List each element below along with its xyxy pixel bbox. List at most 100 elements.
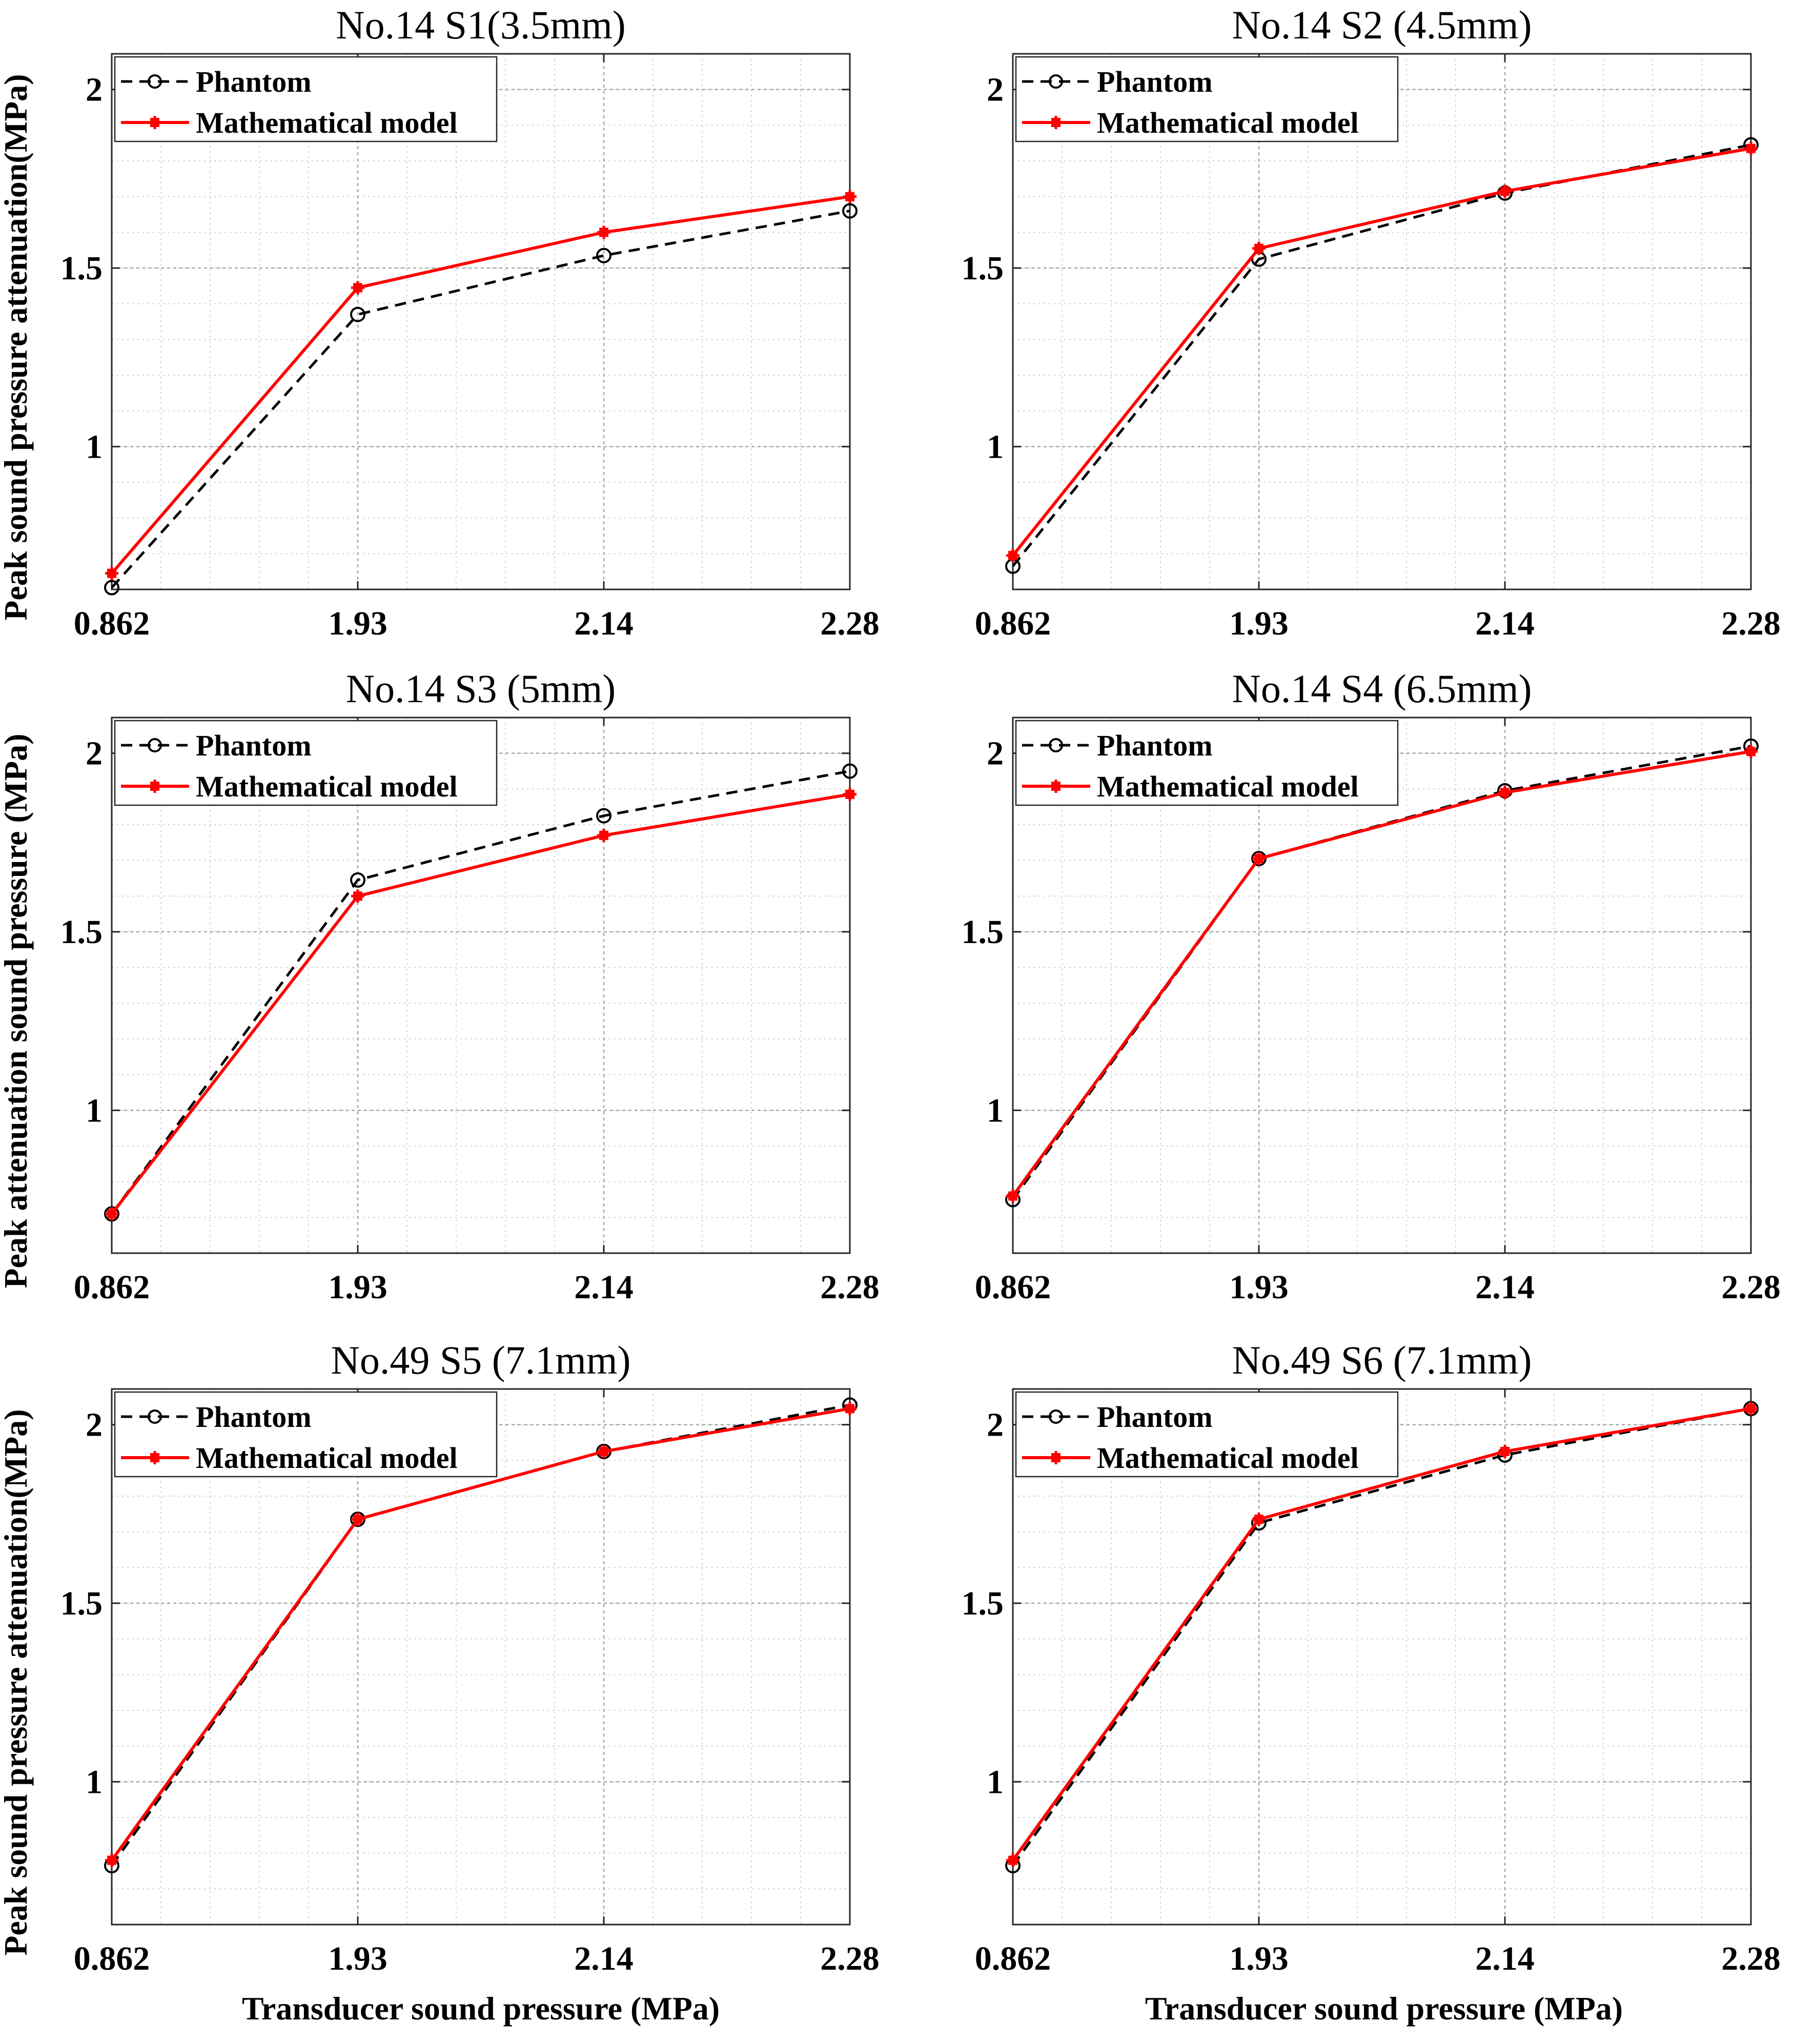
chart-panel-5: 0.862 1.93 2.14 2.28 1 1.5 2 No.49 S5 (7.1mm) Pe… — [0, 1338, 880, 1977]
legend-marker-circle — [148, 738, 162, 752]
series-phantom — [104, 203, 858, 596]
y-tick-label: 1.5 — [962, 1585, 1004, 1622]
x-tick-label: 2.28 — [1721, 605, 1781, 642]
legend-label: Mathematical model — [196, 770, 458, 803]
y-tick-label: 2 — [987, 735, 1004, 772]
x-tick-label: 1.93 — [328, 605, 388, 642]
x-tick-label: 2.28 — [820, 1940, 880, 1977]
data-point-star — [1744, 141, 1758, 155]
legend-label: Mathematical model — [196, 106, 458, 139]
data-point-circle — [104, 580, 119, 596]
legend-marker-star — [148, 780, 161, 793]
grid — [111, 717, 851, 1254]
legend-marker-circle — [1049, 738, 1063, 752]
y-tick-label: 1 — [86, 1092, 103, 1129]
series-model — [105, 787, 857, 1221]
series-line — [110, 792, 850, 1215]
plot-area — [112, 54, 850, 589]
y-tick-label: 2 — [86, 1406, 103, 1444]
legend-label: Mathematical model — [196, 1441, 458, 1475]
plot-area — [1013, 718, 1751, 1253]
data-point-circle — [842, 203, 858, 219]
y-tick-label: 1 — [987, 428, 1004, 465]
series-line — [110, 1407, 850, 1862]
data-point-star — [597, 226, 610, 239]
y-tick-label: 1 — [86, 1763, 103, 1801]
plot-area — [1013, 54, 1751, 589]
y-axis-label: Peak attenuation sound pressure (MPa) — [0, 733, 34, 1288]
x-axis-label-left: Transducer sound pressure (MPa) — [242, 1990, 720, 2027]
legend-label: Phantom — [1097, 1400, 1213, 1434]
x-tick-label: 2.28 — [1721, 1269, 1781, 1306]
data-point-star — [1252, 1512, 1266, 1526]
x-tick-label: 1.93 — [1229, 605, 1289, 642]
series-line — [110, 1403, 850, 1867]
x-tick-label: 2.14 — [1475, 1269, 1535, 1306]
y-tick-label: 1 — [987, 1092, 1004, 1129]
y-tick-label: 1 — [86, 428, 103, 465]
series-line — [110, 195, 850, 575]
x-tick-label: 1.93 — [328, 1269, 388, 1306]
series-line — [111, 210, 850, 589]
chart-panel-3: 0.862 1.93 2.14 2.28 1 1.5 2 No.14 S3 (5mm) Peak… — [0, 666, 880, 1306]
legend-box — [1015, 720, 1399, 806]
plot-area — [1013, 1389, 1751, 1925]
legend-box — [1015, 56, 1399, 142]
chart-title: No.14 S2 (4.5mm) — [1232, 3, 1532, 47]
axes-frame — [111, 1388, 851, 1926]
chart-title: No.49 S6 (7.1mm) — [1232, 1338, 1532, 1382]
x-tick-label: 2.14 — [574, 1940, 634, 1977]
series-model — [1006, 141, 1758, 562]
y-tick-label: 2 — [987, 71, 1004, 109]
data-point-star — [843, 1402, 857, 1416]
data-point-star — [597, 828, 610, 842]
chart-panel-6: 0.862 1.93 2.14 2.28 1 1.5 2 No.49 S6 (7.1mm) Ph… — [962, 1338, 1781, 1977]
data-point-star — [1744, 745, 1758, 759]
legend-label: Phantom — [196, 65, 312, 98]
data-point-star — [351, 889, 364, 903]
plot-area — [112, 1389, 850, 1925]
legend-box — [1015, 1391, 1399, 1478]
data-point-star — [1498, 1444, 1512, 1458]
x-tick-label: 1.93 — [328, 1940, 388, 1977]
x-tick-label: 2.14 — [574, 1269, 634, 1306]
x-tick-label: 2.28 — [820, 1269, 880, 1306]
legend-label: Phantom — [196, 729, 312, 762]
x-tick-label: 2.14 — [1475, 605, 1535, 642]
x-tick-label: 0.862 — [975, 605, 1051, 642]
series-model — [1006, 1402, 1758, 1867]
data-point-star — [843, 190, 857, 203]
chart-title: No.49 S5 (7.1mm) — [331, 1338, 631, 1382]
y-tick-label: 1.5 — [60, 913, 103, 951]
data-point-circle — [842, 763, 858, 779]
y-tick-label: 1 — [987, 1763, 1004, 1801]
x-tick-label: 1.93 — [1229, 1940, 1289, 1977]
data-point-star — [597, 1444, 610, 1458]
y-tick-label: 2 — [86, 71, 103, 109]
legend-marker-star — [1049, 1451, 1063, 1464]
x-tick-label: 2.28 — [820, 605, 880, 642]
x-tick-label: 0.862 — [74, 605, 150, 642]
legend-marker-circle — [1049, 74, 1063, 89]
series-line — [1011, 147, 1751, 557]
x-tick-label: 0.862 — [74, 1940, 150, 1977]
chart-title: No.14 S4 (6.5mm) — [1232, 666, 1532, 711]
data-point-star — [1006, 1189, 1020, 1203]
x-tick-label: 2.14 — [1475, 1940, 1535, 1977]
data-point-star — [351, 1512, 364, 1526]
legend-marker-circle — [148, 74, 162, 89]
data-point-star — [1744, 1402, 1758, 1416]
legend-label: Mathematical model — [1097, 770, 1359, 803]
x-tick-label: 2.14 — [574, 605, 634, 642]
chart-title: No.14 S1(3.5mm) — [336, 3, 626, 47]
x-tick-label: 0.862 — [975, 1940, 1051, 1977]
legend-marker-circle — [1049, 1409, 1063, 1424]
chart-panel-4: 0.862 1.93 2.14 2.28 1 1.5 2 No.14 S4 (6.5mm) Ph… — [962, 666, 1781, 1306]
data-point-star — [1498, 185, 1512, 198]
data-point-star — [1252, 241, 1266, 255]
y-tick-label: 2 — [987, 1406, 1004, 1444]
series-model — [1006, 745, 1758, 1203]
chart-title: No.14 S3 (5mm) — [346, 666, 616, 711]
axes-frame — [1012, 53, 1752, 590]
series-model — [105, 1402, 857, 1867]
